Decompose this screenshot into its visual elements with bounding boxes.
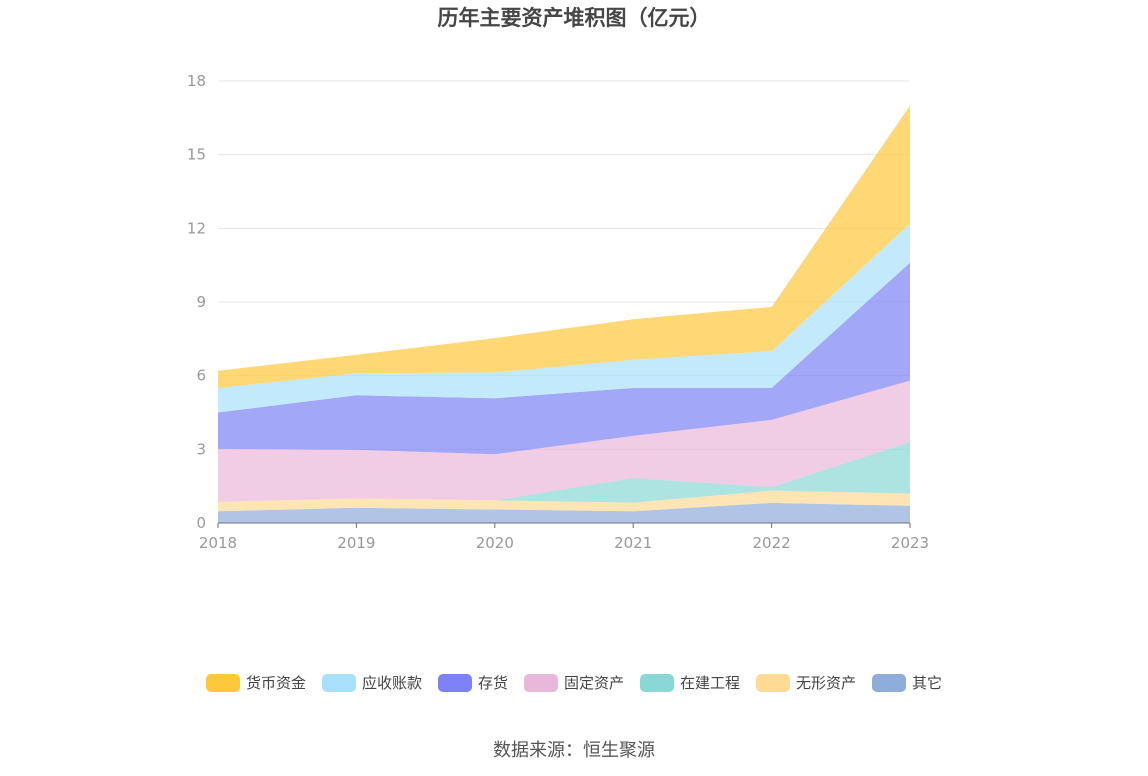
legend: 货币资金 应收账款 存货 固定资产 在建工程 无形资产 其它 <box>0 672 1148 693</box>
area-series-4 <box>218 262 910 455</box>
legend-label: 无形资产 <box>796 674 857 692</box>
axis-layer: 2018 2019 2020 2021 2022 2023 0 3 6 9 12 15 18 <box>187 72 929 552</box>
y-tick-label: 15 <box>187 146 206 164</box>
x-tick-label: 2022 <box>753 534 791 552</box>
area-series-6 <box>218 105 910 388</box>
legend-item[interactable]: 无形资产 <box>756 672 856 693</box>
legend-label: 应收账款 <box>361 674 422 692</box>
legend-label: 存货 <box>477 674 508 692</box>
legend-swatch <box>640 673 674 692</box>
x-tick-label: 2021 <box>614 534 652 552</box>
legend-item[interactable]: 其它 <box>872 672 942 693</box>
y-tick-label: 6 <box>196 367 206 385</box>
area-series-3 <box>218 380 910 502</box>
source-note: 数据来源：恒生聚源 <box>493 740 655 761</box>
legend-swatch <box>205 673 240 692</box>
y-tick-label: 9 <box>196 293 206 311</box>
legend-swatch <box>437 673 472 692</box>
y-tick-label: 18 <box>187 72 206 90</box>
legend-label: 其它 <box>912 674 943 692</box>
legend-swatch <box>756 673 791 692</box>
area-series-layer <box>218 105 910 523</box>
legend-swatch <box>872 673 907 692</box>
x-tick-label: 2018 <box>199 534 237 552</box>
legend-item[interactable]: 货币资金 <box>205 672 306 693</box>
legend-swatch <box>321 673 356 692</box>
legend-label: 在建工程 <box>680 674 741 692</box>
area-series-1 <box>218 490 910 512</box>
stacked-area-chart: 2018 2019 2020 2021 2022 2023 0 3 6 9 12 15 18 <box>187 72 929 552</box>
area-series-5 <box>218 223 910 413</box>
x-tick-label: 2023 <box>891 534 929 552</box>
y-tick-label: 12 <box>187 219 206 237</box>
x-tick-label: 2019 <box>337 534 375 552</box>
legend-item[interactable]: 存货 <box>437 672 508 693</box>
area-series-0 <box>218 502 910 523</box>
legend-label: 固定资产 <box>563 674 624 692</box>
y-tick-label: 3 <box>196 440 206 458</box>
chart-title: 历年主要资产堆积图（亿元） <box>437 6 711 30</box>
legend-item[interactable]: 固定资产 <box>523 672 624 693</box>
legend-swatch <box>523 673 558 692</box>
area-series-2 <box>218 441 910 503</box>
legend-item[interactable]: 应收账款 <box>321 672 422 693</box>
y-tick-label: 0 <box>196 514 206 532</box>
legend-item[interactable]: 在建工程 <box>640 672 740 693</box>
x-tick-label: 2020 <box>476 534 514 552</box>
legend-label: 货币资金 <box>245 674 306 692</box>
